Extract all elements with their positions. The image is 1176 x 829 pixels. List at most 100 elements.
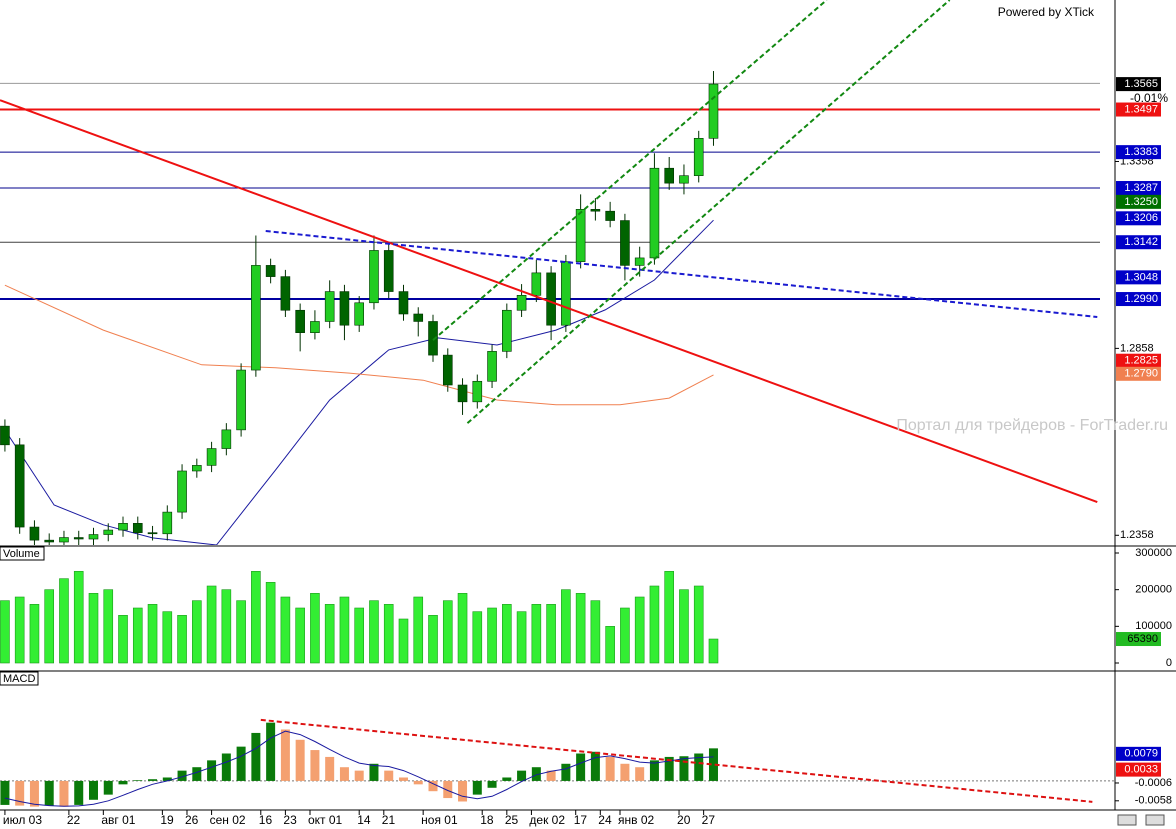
- change-label: -0.01%: [1130, 91, 1168, 105]
- toolbar-icon[interactable]: [1117, 814, 1137, 826]
- candle-body: [221, 429, 232, 449]
- trendline: [0, 99, 1098, 503]
- candle-body: [339, 291, 350, 326]
- volume-bar: [413, 596, 424, 664]
- toolbar-icon[interactable]: [1145, 814, 1165, 826]
- macd-bar: [546, 770, 556, 781]
- x-tick-label: 14: [357, 813, 371, 827]
- macd-bar: [472, 780, 482, 795]
- candle-body: [59, 537, 69, 543]
- x-tick-label: ноя 01: [421, 813, 458, 827]
- candle-body: [708, 83, 719, 139]
- volume-label: 65390: [1127, 633, 1158, 645]
- candle-body: [693, 138, 704, 176]
- price-label-box: [1116, 270, 1161, 285]
- price-label-box: [1116, 194, 1161, 209]
- candle-body: [118, 523, 128, 531]
- macd-bar: [88, 780, 98, 800]
- candle-body: [383, 250, 394, 292]
- x-tick-label: дек 02: [529, 813, 565, 827]
- candle-body: [44, 539, 55, 543]
- macd-bar: [221, 753, 231, 781]
- moving-average: [4, 219, 714, 545]
- candle-body: [0, 425, 10, 446]
- candle-body: [487, 351, 497, 382]
- candle-body: [147, 532, 158, 535]
- y-tick-label: 300000: [1135, 547, 1172, 559]
- watermark: Портал для трейдеров - ForTrader.ru: [896, 417, 1168, 434]
- y-tick-label: 1.2358: [1120, 529, 1154, 541]
- volume-bar: [502, 604, 512, 664]
- candle-body: [236, 369, 246, 431]
- candle-body: [73, 537, 84, 540]
- candle-body: [634, 257, 645, 266]
- price-label-box: [1116, 145, 1161, 160]
- volume-bar: [339, 596, 350, 664]
- volume-bar: [44, 589, 55, 664]
- macd-bar: [590, 751, 600, 781]
- price-panel: [0, 0, 1100, 545]
- volume-bar: [605, 626, 615, 664]
- price-label: 1.3497: [1124, 103, 1158, 115]
- volume-bar: [649, 585, 660, 664]
- trendline: [432, 0, 828, 341]
- volume-bar: [73, 571, 84, 664]
- x-tick-label: 17: [574, 813, 588, 827]
- candle-body: [457, 384, 468, 403]
- y-tick-label: -0.0058: [1135, 795, 1172, 807]
- brand: Powered by XTick: [998, 5, 1095, 19]
- candle-body: [442, 354, 453, 386]
- volume-bar: [546, 604, 556, 664]
- x-tick-label: 25: [505, 813, 519, 827]
- x-tick-label: 23: [283, 813, 297, 827]
- x-tick-label: авг 01: [101, 813, 135, 827]
- volume-bar: [664, 571, 674, 664]
- signal-line: [4, 730, 714, 807]
- volume-bar: [679, 589, 689, 664]
- x-tick-label: янв 02: [618, 813, 655, 827]
- candle-body: [516, 295, 527, 311]
- macd-bar: [74, 780, 84, 805]
- x-tick-label: сен 02: [210, 813, 246, 827]
- price-label-box: [1116, 102, 1161, 117]
- macd-bar: [679, 756, 689, 781]
- macd-bar: [118, 780, 128, 785]
- macd-bar: [576, 753, 586, 781]
- candle-body: [546, 272, 556, 326]
- volume-bar: [103, 589, 114, 664]
- price-label: 1.3206: [1124, 212, 1158, 224]
- price-label-box: [1116, 353, 1161, 368]
- volume-bar: [295, 607, 305, 664]
- volume-bar: [251, 571, 261, 664]
- price-label-box: [1116, 235, 1161, 250]
- macd-bar: [133, 780, 143, 781]
- macd-bar: [398, 777, 408, 781]
- candle-body: [398, 291, 409, 315]
- trendline: [466, 0, 951, 424]
- trendline: [260, 718, 1093, 803]
- candle-body: [679, 175, 689, 184]
- volume-bar: [472, 611, 483, 664]
- volume-bar: [516, 611, 527, 664]
- volume-bar: [59, 578, 69, 664]
- macd-bar: [295, 739, 305, 781]
- volume-bar: [29, 604, 40, 664]
- candle-body: [206, 448, 217, 466]
- macd-bar: [207, 760, 217, 781]
- panel-label-box: [0, 671, 39, 686]
- volume-panel: [0, 571, 719, 664]
- macd-bar: [29, 780, 39, 807]
- macd-bar: [413, 780, 423, 785]
- volume-bar: [14, 596, 25, 664]
- y-tick-label: -0.0006: [1135, 777, 1172, 789]
- macd-title: MACD: [3, 673, 35, 685]
- macd-bar: [192, 767, 202, 781]
- volume-bar: [310, 593, 320, 664]
- trendline: [265, 230, 1098, 318]
- macd-bar: [620, 763, 630, 781]
- x-tick-label: 19: [160, 813, 174, 827]
- macd-bar: [561, 763, 571, 781]
- macd-bar: [236, 746, 246, 781]
- volume-bar: [531, 604, 542, 664]
- volume-bar: [428, 615, 438, 664]
